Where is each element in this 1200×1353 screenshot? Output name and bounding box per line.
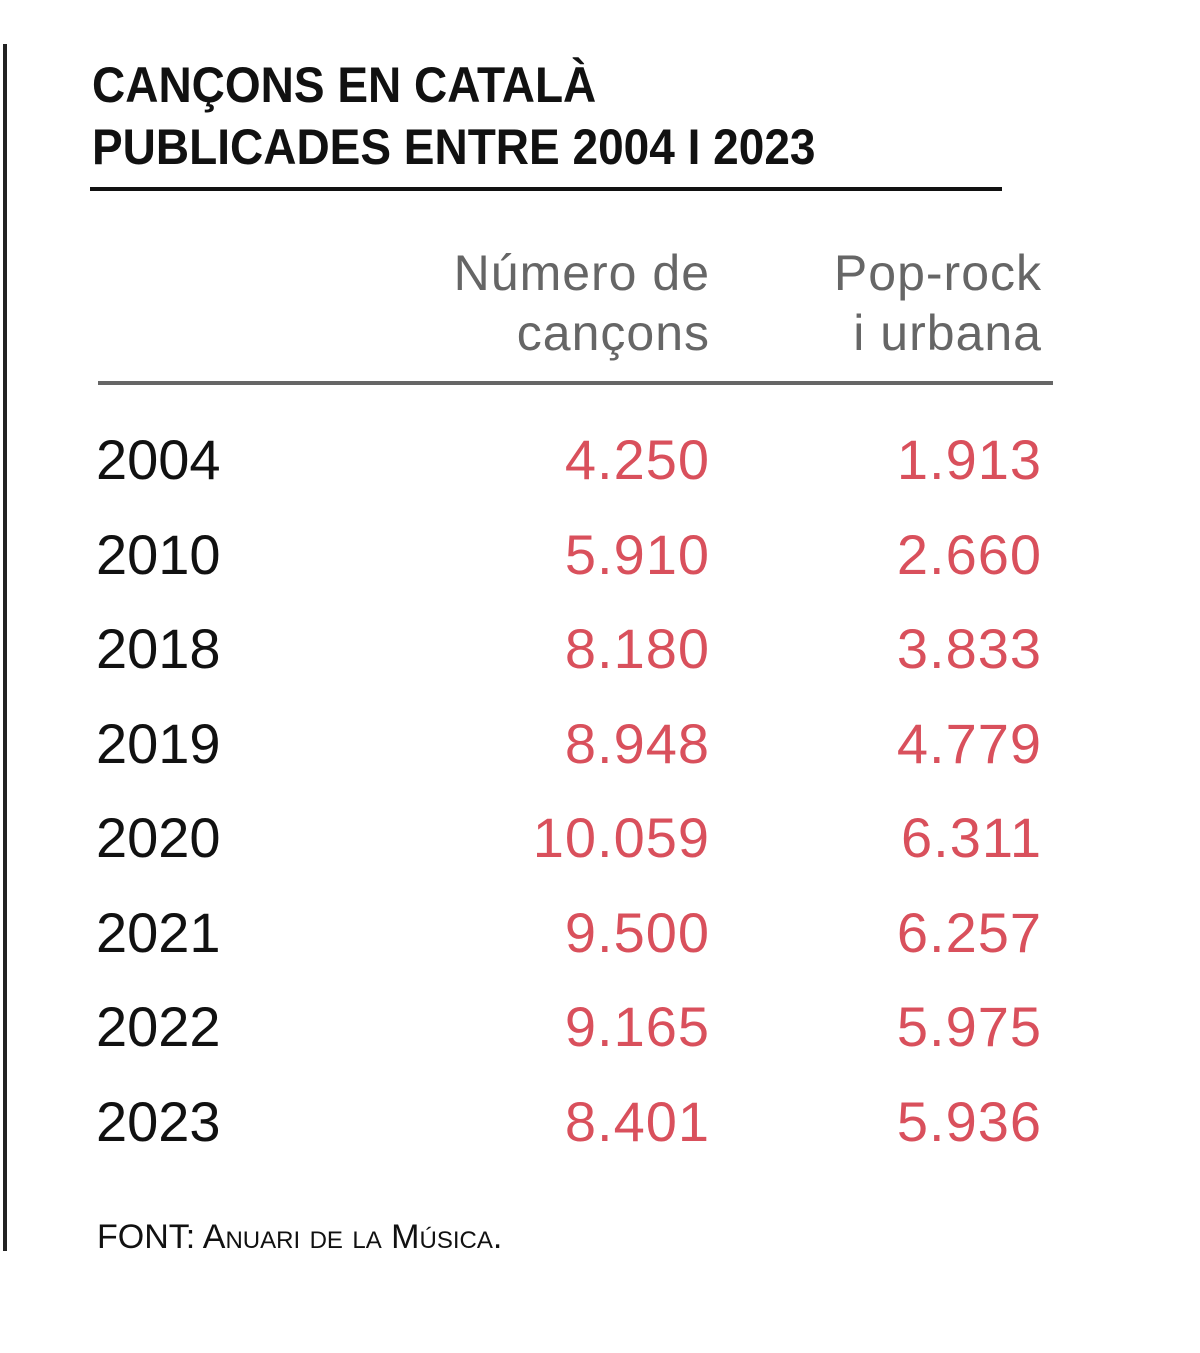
poprock-cell: 1.913	[896, 428, 1042, 491]
year-cell: 2010	[96, 522, 221, 586]
total-cell: 8.401	[564, 1089, 710, 1153]
year-cell: 2022	[96, 995, 221, 1058]
year-cell: 2004	[96, 428, 221, 491]
table-title: CANÇONS EN CATALÀ PUBLICADES ENTRE 2004 …	[92, 54, 938, 178]
table-row: 2019 8.948 4.779	[0, 711, 1200, 805]
title-line-1: CANÇONS EN CATALÀ	[92, 57, 597, 113]
table-row: 2021 9.500 6.257	[0, 900, 1200, 994]
poprock-cell: 6.311	[901, 806, 1042, 869]
year-cell: 2021	[96, 900, 221, 964]
header-divider	[98, 381, 1053, 385]
year-cell: 2020	[96, 806, 221, 869]
total-cell: 9.500	[564, 900, 710, 964]
source-note: FONT: Anuari de la Música.	[97, 1218, 503, 1256]
table-row: 2022 9.165 5.975	[0, 994, 1200, 1088]
poprock-cell: 2.660	[896, 522, 1042, 586]
column-header-total: Número de cançons	[454, 243, 710, 363]
left-border-line	[3, 44, 7, 1251]
total-cell: 8.180	[564, 617, 710, 680]
total-cell: 5.910	[564, 522, 710, 586]
year-cell: 2018	[96, 617, 221, 680]
header-line: Pop-rock	[833, 245, 1042, 301]
poprock-cell: 6.257	[896, 900, 1042, 964]
total-cell: 8.948	[564, 711, 710, 775]
table-row: 2020 10.059 6.311	[0, 805, 1200, 899]
table-row: 2023 8.401 5.936	[0, 1089, 1200, 1183]
total-cell: 10.059	[532, 806, 710, 869]
column-header-poprock: Pop-rock i urbana	[834, 243, 1042, 363]
header-line: Número de	[453, 245, 710, 301]
total-cell: 9.165	[564, 995, 710, 1058]
header-line: i urbana	[853, 305, 1042, 361]
table-row: 2018 8.180 3.833	[0, 616, 1200, 710]
table-row: 2010 5.910 2.660	[0, 522, 1200, 616]
poprock-cell: 5.936	[896, 1089, 1042, 1153]
year-cell: 2023	[96, 1089, 221, 1153]
title-underline	[90, 187, 1002, 191]
total-cell: 4.250	[564, 428, 710, 491]
table-row: 2004 4.250 1.913	[0, 427, 1200, 521]
poprock-cell: 3.833	[896, 617, 1042, 680]
title-line-2: PUBLICADES ENTRE 2004 I 2023	[92, 119, 816, 175]
header-line: cançons	[516, 305, 710, 361]
poprock-cell: 5.975	[896, 995, 1042, 1058]
poprock-cell: 4.779	[896, 711, 1042, 775]
year-cell: 2019	[96, 711, 221, 775]
